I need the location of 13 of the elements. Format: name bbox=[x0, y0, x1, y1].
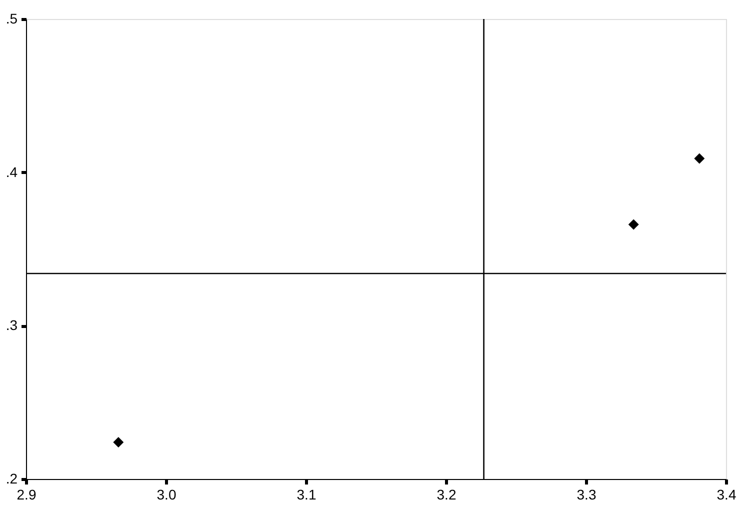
point bbox=[628, 219, 639, 230]
x-tick-label: 3.0 bbox=[156, 486, 176, 502]
x-tick-label: 2.9 bbox=[16, 486, 36, 502]
point bbox=[113, 436, 124, 448]
x-tick-label: 3.4 bbox=[716, 486, 736, 502]
y-tick-label: .3 bbox=[6, 317, 18, 334]
x-tick-label: 3.2 bbox=[436, 486, 456, 502]
x-tick-label: 3.1 bbox=[296, 486, 316, 502]
y-tick-label: .2 bbox=[6, 470, 18, 486]
y-tick-label: .5 bbox=[6, 10, 18, 26]
x-tick-label: 3.3 bbox=[576, 486, 596, 502]
point bbox=[694, 153, 705, 164]
y-tick-label: .4 bbox=[6, 164, 18, 180]
